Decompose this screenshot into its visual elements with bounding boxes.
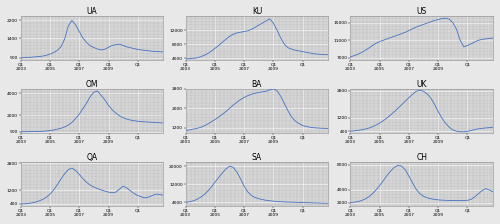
Title: CH: CH <box>416 153 427 162</box>
Title: SA: SA <box>252 153 262 162</box>
Title: QA: QA <box>86 153 98 162</box>
Title: KU: KU <box>252 7 262 16</box>
Title: US: US <box>416 7 427 16</box>
Title: BA: BA <box>252 80 262 89</box>
Title: UA: UA <box>86 7 98 16</box>
Title: UK: UK <box>416 80 427 89</box>
Title: OM: OM <box>86 80 99 89</box>
